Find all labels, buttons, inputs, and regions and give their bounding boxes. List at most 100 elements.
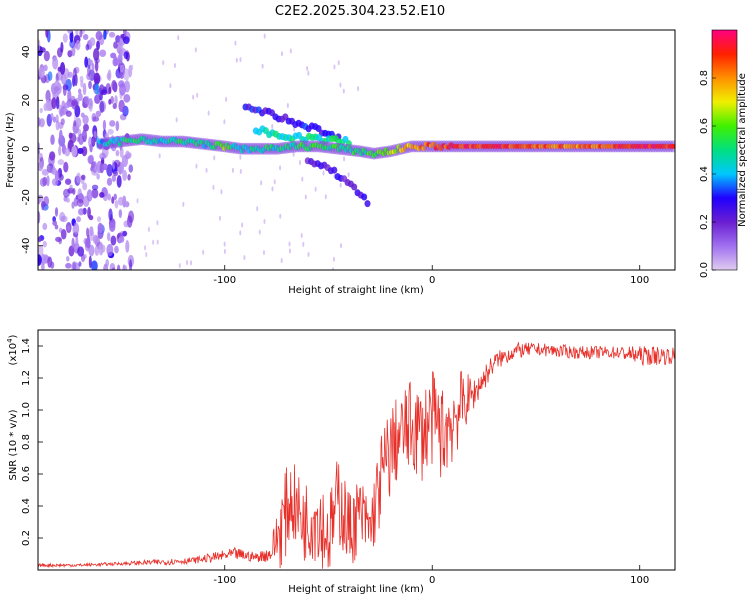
noise-mark xyxy=(38,149,41,155)
noise-mark xyxy=(93,72,101,85)
noise-mark xyxy=(73,222,80,235)
noise-mark xyxy=(223,119,226,125)
noise-mark xyxy=(41,200,45,211)
noise-mark xyxy=(71,145,78,158)
noise-mark xyxy=(57,159,65,166)
noise-mark xyxy=(71,201,75,209)
noise-mark xyxy=(112,102,117,110)
noise-mark xyxy=(99,227,103,234)
noise-mark xyxy=(271,186,274,192)
y-tick-label: -40 xyxy=(21,238,32,254)
noise-mark xyxy=(123,68,130,81)
noise-mark xyxy=(51,167,57,175)
noise-mark xyxy=(145,252,148,258)
noise-mark xyxy=(62,33,68,43)
noise-mark xyxy=(87,64,91,77)
snr-panel: -100 0 100 0.2 0.4 0.6 0.8 1.0 1.2 1.4 Height of… xyxy=(6,329,676,595)
noise-mark xyxy=(339,243,342,249)
snr-series-line xyxy=(38,341,675,569)
noise-mark xyxy=(54,207,59,217)
noise-mark xyxy=(113,41,118,49)
noise-mark xyxy=(102,188,109,202)
y-tick-label: 1.2 xyxy=(21,370,32,386)
x-tick-label: -100 xyxy=(213,575,236,586)
noise-mark xyxy=(116,175,122,188)
noise-mark xyxy=(54,224,59,230)
ridge-mark xyxy=(670,143,675,149)
noise-mark xyxy=(177,35,180,41)
noise-mark xyxy=(239,230,242,236)
noise-mark xyxy=(194,47,197,53)
noise-mark xyxy=(239,168,242,174)
noise-mark xyxy=(66,225,71,231)
noise-mark xyxy=(43,254,49,264)
noise-mark xyxy=(136,198,139,204)
noise-mark xyxy=(55,96,60,110)
snr-plot-area xyxy=(38,341,675,569)
noise-mark xyxy=(105,258,110,268)
noise-mark xyxy=(47,71,53,82)
noise-mark xyxy=(39,107,43,114)
noise-mark xyxy=(45,89,51,103)
noise-mark xyxy=(58,129,63,141)
colorbar-label: Normalized spectral amplitude xyxy=(737,73,748,227)
noise-mark xyxy=(241,222,244,228)
noise-mark xyxy=(99,191,105,198)
colorbar-tick-label: 0.8 xyxy=(699,70,710,86)
noise-mark xyxy=(182,201,185,207)
noise-mark xyxy=(43,195,50,207)
noise-mark xyxy=(88,80,92,90)
noise-mark xyxy=(93,130,97,138)
noise-mark xyxy=(158,153,161,159)
noise-mark xyxy=(92,161,98,174)
noise-mark xyxy=(42,240,47,248)
y-tick-label: 1.0 xyxy=(21,402,32,418)
noise-mark xyxy=(67,50,73,58)
noise-mark xyxy=(50,112,54,121)
noise-mark xyxy=(107,128,114,135)
noise-mark xyxy=(91,184,99,191)
noise-mark xyxy=(103,30,107,40)
noise-mark xyxy=(88,215,94,221)
x-tick-label: 100 xyxy=(630,275,649,286)
noise-mark xyxy=(289,48,292,54)
noise-mark xyxy=(98,244,104,256)
noise-mark xyxy=(271,123,274,129)
snr-x-label: Height of straight line (km) xyxy=(288,584,424,595)
noise-mark xyxy=(89,37,96,47)
noise-mark xyxy=(292,151,295,157)
noise-mark xyxy=(72,67,77,78)
noise-mark xyxy=(72,262,77,270)
noise-mark xyxy=(178,263,181,269)
noise-mark xyxy=(65,110,72,117)
colorbar-ticks: 0.0 0.2 0.4 0.6 0.8 xyxy=(699,70,716,278)
noise-mark xyxy=(322,170,325,176)
noise-mark xyxy=(185,259,188,265)
noise-mark xyxy=(116,264,121,270)
noise-mark xyxy=(95,110,102,117)
noise-mark xyxy=(118,80,125,88)
colorbar-tick-label: 0.4 xyxy=(699,166,710,182)
noise-mark xyxy=(67,71,74,78)
noise-mark xyxy=(82,34,89,41)
noise-mark xyxy=(50,134,55,146)
noise-mark xyxy=(205,167,208,173)
noise-mark xyxy=(190,260,193,266)
noise-mark xyxy=(124,153,131,160)
spectrogram-frame xyxy=(37,29,676,271)
noise-mark xyxy=(42,222,48,231)
noise-mark xyxy=(99,152,106,160)
noise-mark xyxy=(156,239,159,245)
noise-mark xyxy=(75,39,81,51)
noise-mark xyxy=(39,118,45,128)
noise-mark xyxy=(41,261,45,270)
noise-mark xyxy=(123,93,131,103)
noise-mark xyxy=(86,227,90,237)
noise-mark xyxy=(91,188,99,199)
spectrogram-panel: -100 0 100 -40 -20 0 20 40 Height of straight … xyxy=(5,29,676,296)
y-tick-label: 0 xyxy=(21,146,32,152)
snr-y-label: SNR (10 * v/v) xyxy=(8,409,19,480)
noise-mark xyxy=(147,226,150,232)
branch-mark xyxy=(351,183,358,191)
noise-mark xyxy=(77,92,83,102)
